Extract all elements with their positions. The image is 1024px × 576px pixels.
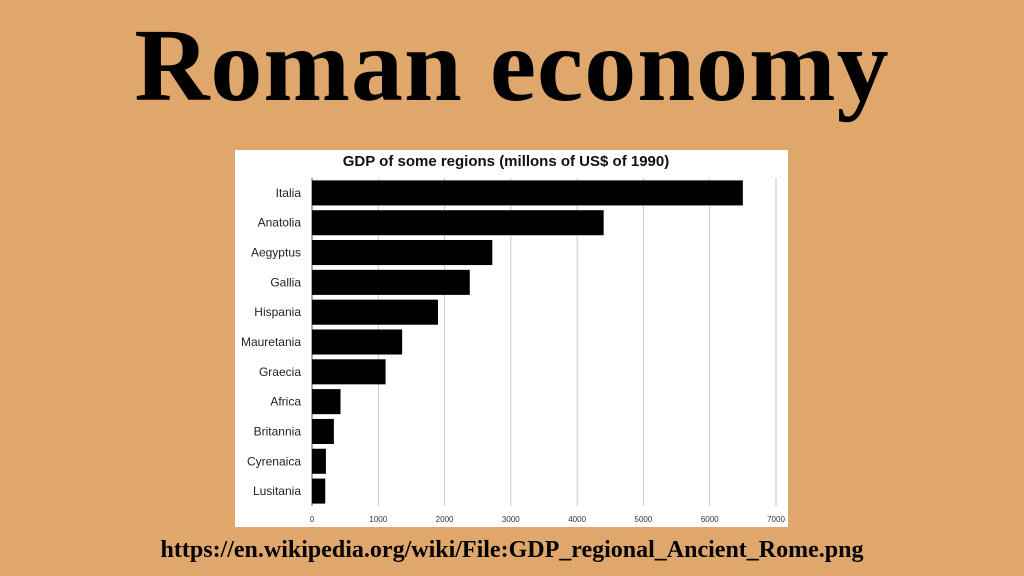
x-tick-label: 6000: [701, 515, 719, 524]
bar-hispania: [312, 299, 438, 325]
category-label: Anatolia: [258, 216, 302, 230]
bar-cyrenaica: [312, 448, 326, 474]
category-label: Lusitania: [253, 484, 301, 498]
category-label: Africa: [270, 395, 301, 409]
gdp-bar-chart: GDP of some regions (millons of US$ of 1…: [241, 153, 786, 524]
x-axis-ticks: 0 1000 2000 3000 4000 5000 6000 7000: [310, 515, 786, 524]
chart-panel: GDP of some regions (millons of US$ of 1…: [235, 150, 788, 527]
category-label: Britannia: [254, 424, 302, 438]
slide-title: Roman economy: [134, 8, 890, 123]
bar-aegyptus: [312, 240, 493, 266]
bar-anatolia: [312, 210, 604, 236]
bar-italia: [312, 180, 743, 206]
bar-mauretania: [312, 329, 403, 355]
x-tick-label: 3000: [502, 515, 520, 524]
x-tick-label: 2000: [436, 515, 454, 524]
source-url: https://en.wikipedia.org/wiki/File:GDP_r…: [160, 537, 864, 563]
category-label: Cyrenaica: [247, 454, 301, 468]
category-labels: Italia Anatolia Aegyptus Gallia Hispania Maur…: [241, 186, 301, 498]
bar-africa: [312, 389, 341, 415]
category-label: Mauretania: [241, 335, 301, 349]
category-label: Graecia: [259, 365, 301, 379]
x-tick-label: 7000: [767, 515, 785, 524]
bar-graecia: [312, 359, 386, 385]
category-label: Hispania: [254, 305, 301, 319]
x-tick-label: 1000: [369, 515, 387, 524]
bars: [312, 180, 743, 504]
x-tick-label: 0: [310, 515, 315, 524]
x-tick-label: 5000: [635, 515, 653, 524]
bar-britannia: [312, 418, 334, 444]
category-label: Aegyptus: [251, 246, 301, 260]
category-label: Italia: [276, 186, 302, 200]
category-label: Gallia: [270, 275, 301, 289]
chart-title: GDP of some regions (millons of US$ of 1…: [343, 153, 669, 170]
x-tick-label: 4000: [568, 515, 586, 524]
bar-gallia: [312, 269, 470, 295]
bar-lusitania: [312, 478, 326, 504]
